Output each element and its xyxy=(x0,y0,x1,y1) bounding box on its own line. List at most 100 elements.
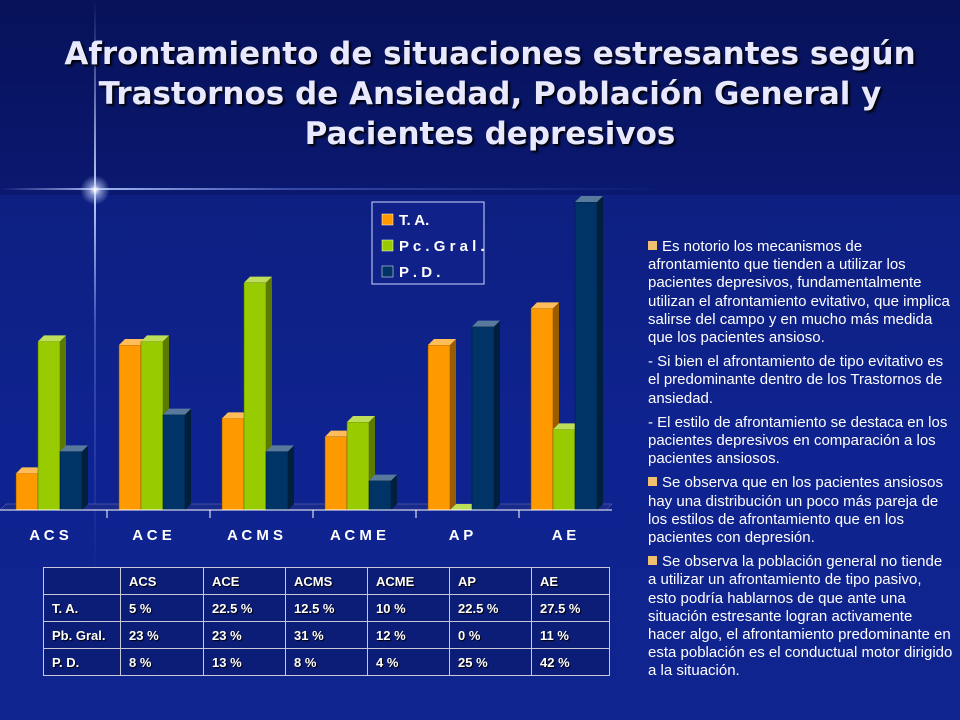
table-cell: 8 % xyxy=(285,648,368,676)
bar-top xyxy=(141,335,169,342)
bar-side xyxy=(597,196,603,510)
note-1: Es notorio los mecanismos de afrontamien… xyxy=(648,238,950,347)
bar-top xyxy=(450,504,478,510)
bar-top xyxy=(531,302,559,309)
bar-top xyxy=(244,276,272,283)
bullet-icon xyxy=(648,556,657,566)
table-cell: T. A. xyxy=(43,594,121,622)
table-row: Pb. Gral. 23 % 23 % 31 % 12 % 0 % 11 % xyxy=(43,621,610,649)
bar xyxy=(552,429,576,511)
table-cell: 25 % xyxy=(449,648,532,676)
bar xyxy=(243,282,267,511)
bar-top xyxy=(369,474,397,481)
bar xyxy=(427,344,451,511)
table-cell: 4 % xyxy=(367,648,450,676)
bar xyxy=(162,414,186,511)
legend-swatch xyxy=(381,265,394,278)
note-3: - El estilo de afrontamiento se destaca … xyxy=(648,413,948,468)
bar xyxy=(530,308,554,511)
legend-label: P c . G r a l . xyxy=(399,238,485,255)
light-flare-core xyxy=(80,175,110,205)
table-cell: Pb. Gral. xyxy=(43,621,121,649)
table-cell: 0 % xyxy=(449,621,532,649)
bar xyxy=(15,473,39,511)
table-cell: 23 % xyxy=(203,621,286,649)
bar xyxy=(574,201,598,511)
light-flare-vertical xyxy=(94,0,96,720)
table-header-cell: AE xyxy=(531,567,610,595)
x-tick-label: A P xyxy=(449,527,473,544)
bar-top xyxy=(163,408,191,415)
bar-top xyxy=(325,430,353,437)
bar-top xyxy=(38,335,66,342)
table-cell: 22.5 % xyxy=(449,594,532,622)
x-tick-label: A C S xyxy=(29,527,68,544)
table-cell: P. D. xyxy=(43,648,121,676)
x-tick-label: A C M S xyxy=(227,527,283,544)
table-cell: 23 % xyxy=(120,621,204,649)
legend-label: T. A. xyxy=(399,212,429,229)
bar-top xyxy=(575,196,603,202)
legend-swatch xyxy=(381,213,394,226)
bar-top xyxy=(60,445,88,452)
table-cell: 12 % xyxy=(367,621,450,649)
table-header-cell: ACME xyxy=(367,567,450,595)
bar xyxy=(37,341,61,511)
legend-label: P . D . xyxy=(399,264,440,281)
note-5: Se observa la población general no tiend… xyxy=(648,553,953,680)
table-cell: 5 % xyxy=(120,594,204,622)
bar-top xyxy=(222,412,250,419)
note-4: Se observa que en los pacientes ansiosos… xyxy=(648,474,944,547)
bar-top xyxy=(347,416,375,422)
x-tick-label: A C E xyxy=(132,527,171,544)
data-table: ACS ACE ACMS ACME AP AE T. A. 5 % 22.5 %… xyxy=(43,567,610,676)
bar-top xyxy=(16,467,44,474)
table-cell: 22.5 % xyxy=(203,594,286,622)
bar xyxy=(118,344,142,511)
table-cell: 10 % xyxy=(367,594,450,622)
title-band xyxy=(0,0,960,195)
side-notes: Es notorio los mecanismos de afrontamien… xyxy=(648,238,953,687)
bullet-icon xyxy=(648,241,657,250)
chart-floor xyxy=(0,503,613,511)
bar xyxy=(265,451,289,511)
bullet-icon xyxy=(648,477,657,487)
bar-top xyxy=(472,320,500,327)
slide-title: Afrontamiento de situaciones estresantes… xyxy=(64,36,916,152)
bar xyxy=(471,326,495,511)
table-cell: 27.5 % xyxy=(531,594,610,622)
table-cell: 12.5 % xyxy=(285,594,368,622)
table-cell: 11 % xyxy=(531,621,610,649)
x-tick-label: A E xyxy=(552,527,576,544)
bar-side xyxy=(82,445,88,510)
bar-top xyxy=(553,423,581,430)
bar xyxy=(324,436,348,511)
table-row: T. A. 5 % 22.5 % 12.5 % 10 % 22.5 % 27.5… xyxy=(43,594,610,622)
table-header-cell: AP xyxy=(449,567,532,595)
table-header-row: ACS ACE ACMS ACME AP AE xyxy=(43,567,610,595)
table-row: P. D. 8 % 13 % 8 % 4 % 25 % 42 % xyxy=(43,648,610,676)
table-cell: 31 % xyxy=(285,621,368,649)
bar xyxy=(59,451,83,511)
bar-side xyxy=(288,445,294,510)
note-2: - Si bien el afrontamiento de tipo evita… xyxy=(648,353,944,407)
bar xyxy=(368,480,392,511)
bar xyxy=(346,421,370,511)
table-cell: 8 % xyxy=(120,648,204,676)
table-header-cell: ACE xyxy=(203,567,286,595)
bar xyxy=(140,341,164,511)
light-flare-horizontal xyxy=(0,188,960,190)
bar-side xyxy=(494,320,500,510)
bar-side xyxy=(185,408,191,510)
bar xyxy=(221,418,245,511)
legend-swatch xyxy=(381,239,394,252)
table-header-cell xyxy=(43,567,121,595)
bar-side xyxy=(450,339,456,510)
table-header-cell: ACMS xyxy=(285,567,368,595)
bar-top xyxy=(266,445,294,452)
bar-top xyxy=(119,339,147,345)
table-header-cell: ACS xyxy=(120,567,204,595)
bar-side xyxy=(391,474,397,510)
table-cell: 42 % xyxy=(531,648,610,676)
bar-top xyxy=(428,339,456,345)
